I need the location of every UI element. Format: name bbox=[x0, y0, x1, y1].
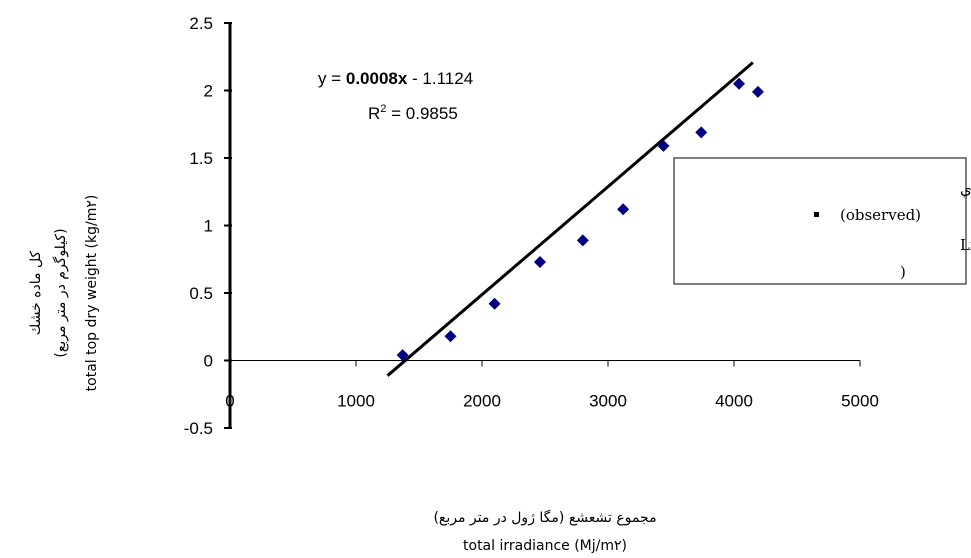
y-axis-title-fa-1: کل ماده خشك bbox=[28, 250, 44, 335]
x-tick-label: 1000 bbox=[337, 392, 375, 411]
data-point bbox=[695, 126, 708, 139]
x-tick-label: 3000 bbox=[589, 392, 627, 411]
x-axis-title-fa: مجموع تشعشع (مگا ژول در متر مربع) bbox=[433, 509, 656, 526]
x-tick-label: 0 bbox=[225, 392, 234, 411]
data-point bbox=[617, 203, 630, 216]
y-axis-title: کل ماده خشك (کیلوگرم در متر مربع) total … bbox=[28, 195, 100, 392]
trend-equation: y = 0.0008x - 1.1124 bbox=[318, 69, 473, 88]
data-point bbox=[576, 234, 589, 247]
x-tick-label: 2000 bbox=[463, 392, 501, 411]
legend: مـشا هـد ه اي (observed) خط بـر ا ز ش ) … bbox=[673, 157, 971, 285]
y-tick-label: -0.5 bbox=[184, 419, 213, 438]
y-tick-label: 1 bbox=[204, 217, 213, 236]
legend-linear-cont: ) bbox=[900, 263, 906, 281]
data-point bbox=[733, 77, 746, 90]
data-point bbox=[533, 255, 546, 268]
x-tick-label: 4000 bbox=[715, 392, 753, 411]
legend-observed-fa: مـشا هـد ه اي bbox=[960, 180, 971, 198]
legend-marker-icon bbox=[814, 212, 819, 217]
r-squared: R2 = 0.9855 bbox=[368, 103, 458, 123]
y-axis-title-fa-2: (کیلوگرم در متر مربع) bbox=[52, 228, 69, 357]
legend-linear: خط بـر ا ز ش ) Linear bbox=[960, 236, 971, 254]
data-point bbox=[751, 85, 764, 98]
x-axis-title-en: total irradiance (Mj/m۲) bbox=[463, 538, 627, 554]
y-axis bbox=[224, 22, 232, 429]
y-tick-label: 2 bbox=[204, 82, 213, 101]
legend-observed-en: (observed) bbox=[840, 206, 921, 224]
y-tick-label: 0.5 bbox=[189, 284, 213, 303]
trendline bbox=[386, 61, 754, 377]
data-point bbox=[657, 139, 670, 152]
legend-box bbox=[673, 157, 967, 285]
y-tick-label: 1.5 bbox=[189, 149, 213, 168]
x-tick-labels: 0 1000 2000 3000 4000 5000 bbox=[225, 392, 879, 411]
y-tick-label: 0 bbox=[204, 352, 213, 371]
y-axis-title-en: total top dry weight (kg/m۲) bbox=[84, 195, 100, 392]
data-points bbox=[396, 77, 764, 362]
data-point bbox=[396, 349, 409, 362]
trendline-group bbox=[386, 61, 754, 377]
y-tick-labels: -0.5 0 0.5 1 1.5 2 2.5 bbox=[184, 14, 213, 438]
data-point bbox=[444, 330, 457, 343]
x-axis bbox=[229, 360, 861, 367]
x-tick-label: 5000 bbox=[841, 392, 879, 411]
data-point bbox=[488, 297, 501, 310]
y-tick-label: 2.5 bbox=[189, 14, 213, 33]
